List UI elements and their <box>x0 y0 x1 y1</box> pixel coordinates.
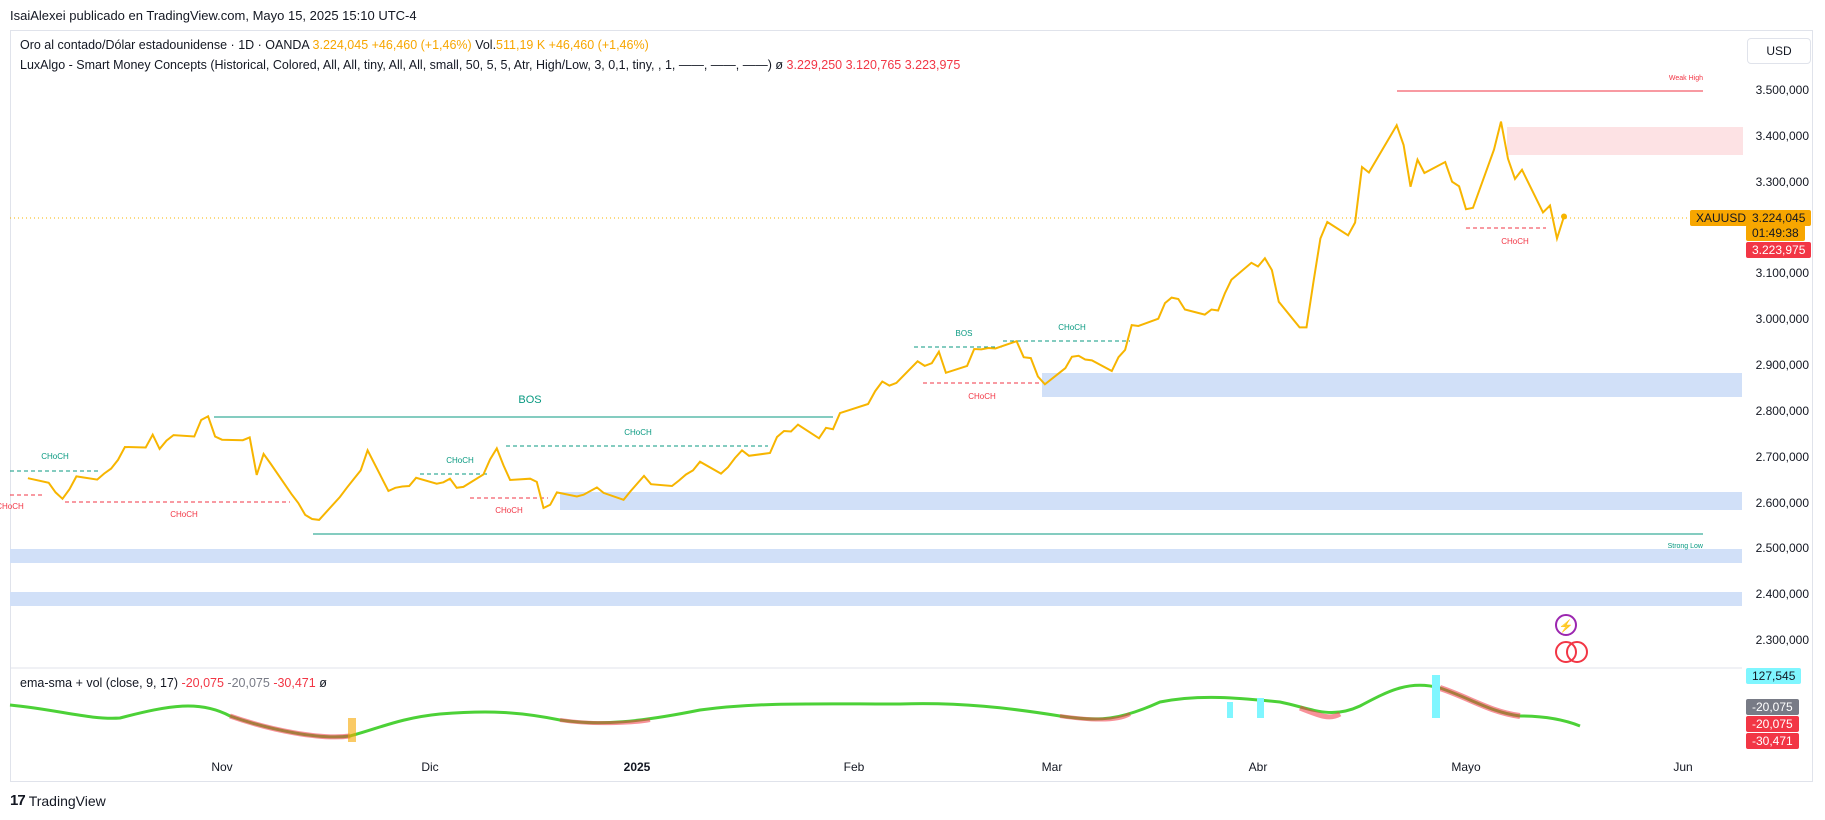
smc-indicator-legend[interactable]: LuxAlgo - Smart Money Concepts (Historic… <box>20 58 960 72</box>
price-tick-label: 2.600,000 <box>1755 495 1809 510</box>
earnings-event-icon[interactable] <box>1555 614 1577 636</box>
choch-may-red-label: CHoCH <box>1501 237 1529 246</box>
volume-bar-cyan-3 <box>1432 675 1440 718</box>
legend-price: 3.224,045 <box>312 38 369 52</box>
price-tick-label: 2.300,000 <box>1755 633 1809 647</box>
price-tick-label: 2.700,000 <box>1755 449 1809 464</box>
time-tick-label: Mayo <box>1451 760 1481 774</box>
time-tick-label: Dic <box>421 760 439 774</box>
oscillator-legend[interactable]: ema-sma + vol (close, 9, 17) -20,075 -20… <box>20 676 327 690</box>
choch-feb-red-label: CHoCH <box>968 392 996 401</box>
demand-zone-low-1 <box>10 549 1742 563</box>
choch-oct-red-label: CHoCH <box>0 502 24 511</box>
oscillator-value-1: -20,075 <box>181 676 224 690</box>
time-tick-label: Jun <box>1673 760 1693 774</box>
indicator-symbol: ø <box>775 58 784 72</box>
smc-value-badge: 3.223,975 <box>1746 242 1812 258</box>
volume-bar-cyan-2 <box>1257 698 1264 718</box>
time-tick-label: Feb <box>843 760 865 774</box>
volume-bar-cyan-1 <box>1227 702 1233 718</box>
supply-zone <box>1507 127 1743 155</box>
currency-button[interactable]: USD <box>1747 38 1811 64</box>
indicator-value-2: 3.120,765 <box>845 58 902 72</box>
legend-vol-change: +46,460 (+1,46%) <box>548 38 649 52</box>
osc-volume-badge: 127,545 <box>1746 668 1802 684</box>
demand-zone-low-2 <box>10 592 1742 606</box>
symbol-title: Oro al contado/Dólar estadounidense · 1D… <box>20 38 310 52</box>
price-point <box>1561 213 1567 220</box>
choch-dec-label: CHoCH <box>446 456 474 465</box>
price-tick-label: 2.400,000 <box>1755 587 1809 602</box>
price-tick-label: 3.100,000 <box>1755 266 1809 281</box>
osc-value-1-badge: -20,075 <box>1746 699 1799 715</box>
bos-feb-label: BOS <box>956 329 973 338</box>
price-line <box>27 121 1565 521</box>
price-series <box>27 121 1567 521</box>
time-tick-label: 2025 <box>623 760 651 774</box>
oscillator-red-band-nov <box>229 713 351 740</box>
price-tick-label: 3.400,000 <box>1755 128 1809 143</box>
time-tick-label: Nov <box>211 760 233 774</box>
oscillator-line <box>9 683 1581 739</box>
symbol-badge: XAUUSD <box>1690 210 1753 226</box>
svg-text:⚡: ⚡ <box>1559 619 1574 633</box>
demand-zone-feb <box>1042 373 1742 397</box>
bos-main-label: BOS <box>518 394 541 406</box>
time-tick-label: Mar <box>1041 760 1063 774</box>
choch-oct-label: CHoCH <box>41 452 69 461</box>
price-tick-label: 3.500,000 <box>1755 83 1809 97</box>
indicator-value-1: 3.229,250 <box>786 58 843 72</box>
chart-frame <box>10 30 1813 782</box>
price-tick-label: 3.300,000 <box>1755 174 1809 189</box>
indicator-title: LuxAlgo - Smart Money Concepts (Historic… <box>20 58 772 72</box>
price-tick-label: 2.900,000 <box>1755 358 1809 372</box>
price-tick-label: 2.800,000 <box>1755 403 1809 418</box>
oscillator-value-3: -30,471 <box>273 676 316 690</box>
oscillator-red-band-may <box>1439 685 1521 719</box>
choch-jan-label: CHoCH <box>624 428 652 437</box>
oscillator-symbol: ø <box>319 676 327 690</box>
last-price-badge: 3.224,045 <box>1746 210 1812 226</box>
price-tick-label: 3.000,000 <box>1755 312 1809 327</box>
choch-mar-label: CHoCH <box>1058 323 1086 332</box>
us-flag-event-icon-2[interactable] <box>1566 641 1588 663</box>
choch-dec-red-label: CHoCH <box>495 506 523 515</box>
countdown-badge: 01:49:38 <box>1746 225 1805 241</box>
price-tick-label: 2.500,000 <box>1755 541 1809 556</box>
oscillator-red-band-mar <box>1059 712 1132 722</box>
demand-zone-dec <box>560 492 1742 510</box>
time-tick-label: Abr <box>1248 760 1268 774</box>
strong-low-label: Strong Low <box>1668 543 1704 550</box>
publisher-header: IsaiAlexei publicado en TradingView.com,… <box>10 8 417 23</box>
legend-change: +46,460 (+1,46%) <box>371 38 472 52</box>
oscillator-red-band-dec <box>559 718 651 726</box>
oscillator-title: ema-sma + vol (close, 9, 17) <box>20 676 179 690</box>
volume-bar-orange <box>348 718 356 742</box>
choch-nov-red-label: CHoCH <box>170 510 198 519</box>
main-series-legend[interactable]: Oro al contado/Dólar estadounidense · 1D… <box>20 38 649 52</box>
osc-value-2-badge: -20,075 <box>1746 716 1799 732</box>
legend-vol-label: Vol. <box>475 38 497 52</box>
indicator-value-3: 3.223,975 <box>904 58 961 72</box>
tradingview-brand: TradingView <box>28 792 106 809</box>
tradingview-mark-icon: 17 <box>10 792 26 809</box>
legend-vol-value: 511,19 K <box>496 38 546 52</box>
tradingview-logo[interactable]: 17 TradingView <box>10 792 106 809</box>
oscillator-value-2: -20,075 <box>227 676 270 690</box>
osc-value-3-badge: -30,471 <box>1746 733 1799 749</box>
weak-high-label: Weak High <box>1669 75 1703 82</box>
oscillator-red-band-apr <box>1299 705 1342 720</box>
